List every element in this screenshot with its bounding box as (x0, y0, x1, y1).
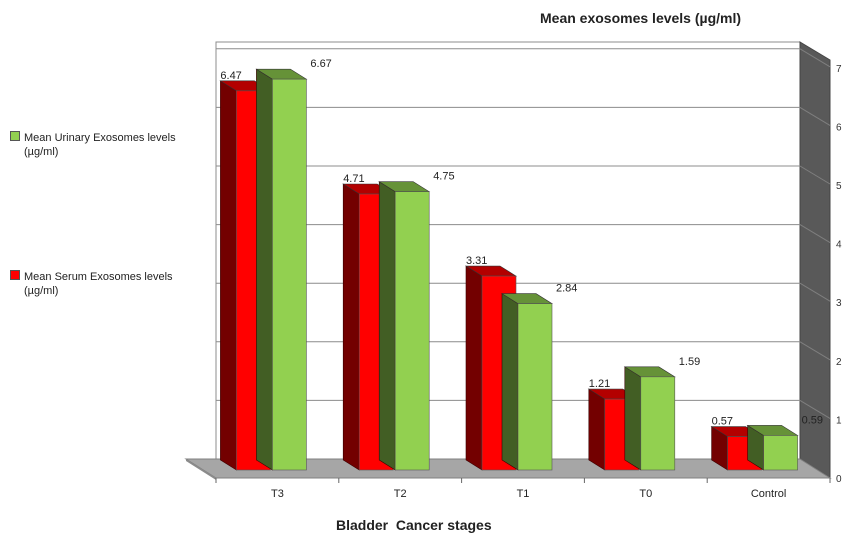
bar-urinary-T3-side (256, 68, 273, 471)
y-tick-label: 6 (836, 122, 842, 133)
bar-urinary-T3-front (272, 78, 307, 471)
gridline-side (799, 106, 831, 126)
gridline-side (799, 165, 831, 185)
bar-urinary-T0-front (640, 376, 676, 471)
bar-urinary-T3 (255, 68, 308, 471)
y-tick-label: 5 (836, 181, 842, 192)
x-tick-label: T2 (394, 488, 407, 500)
gridline-side (799, 224, 831, 244)
data-label-serum: 4.71 (343, 173, 364, 185)
y-tick-label: 1 (836, 415, 842, 426)
bar-urinary-T1-front (517, 303, 553, 471)
legend-label-serum: Mean Serum Exosomes levels (µg/ml) (24, 271, 173, 297)
bar-urinary-Control-front (763, 435, 798, 471)
data-label-urinary: 0.59 (802, 414, 823, 426)
bar-serum-T2-side (342, 183, 360, 471)
floor-edge (186, 459, 216, 480)
bar-urinary-T2-side (378, 181, 396, 471)
data-label-urinary: 2.84 (556, 283, 577, 295)
bar-urinary-T1-side (501, 293, 519, 471)
y-tick-label: 0 (836, 474, 842, 485)
bar-serum-T1-side (465, 265, 483, 471)
x-axis-label: Bladder Cancer stages (336, 517, 492, 533)
gridline-side (799, 282, 831, 302)
bar-urinary-T2 (378, 181, 431, 471)
legend-swatch-serum (10, 270, 20, 280)
bar-urinary-T1 (500, 293, 554, 471)
gridline-side (799, 48, 831, 68)
data-label-serum: 3.31 (466, 255, 487, 267)
y-tick-label: 7 (836, 64, 842, 75)
bar-serum-T3-side (220, 80, 237, 471)
chart-title: Mean exosomes levels (µg/ml) (540, 10, 742, 26)
bar-serum-T0-side (588, 388, 606, 471)
data-label-serum: 6.47 (220, 70, 241, 82)
bar-urinary-T2-front (394, 191, 430, 471)
bar-urinary-Control (746, 424, 799, 471)
legend-label-urinary: Mean Urinary Exosomes levels (µg/ml) (24, 132, 176, 158)
legend-swatch-urinary (10, 131, 20, 141)
bar-urinary-T0-side (624, 366, 642, 471)
x-tick-label: T0 (639, 488, 652, 500)
data-label-serum: 0.57 (712, 416, 733, 428)
data-label-urinary: 4.75 (433, 171, 454, 183)
gridline-side (799, 341, 831, 361)
y-tick-label: 2 (836, 357, 842, 368)
bar-urinary-T0 (623, 366, 676, 471)
y-tick-label: 4 (836, 240, 842, 251)
y-tick-label: 3 (836, 298, 842, 309)
legend-item-urinary: Mean Urinary Exosomes levels (µg/ml) (10, 131, 204, 159)
data-label-urinary: 6.67 (310, 58, 331, 70)
side-wall (799, 41, 831, 479)
gridline-side (799, 399, 831, 419)
legend-item-serum: Mean Serum Exosomes levels (µg/ml) (10, 270, 204, 298)
data-label-serum: 1.21 (589, 378, 610, 390)
data-label-urinary: 1.59 (679, 356, 700, 368)
x-tick-label: T1 (517, 488, 530, 500)
x-tick-label: Control (751, 488, 786, 500)
x-tick-label: T3 (271, 488, 284, 500)
bar-serum-T3 (219, 80, 272, 471)
